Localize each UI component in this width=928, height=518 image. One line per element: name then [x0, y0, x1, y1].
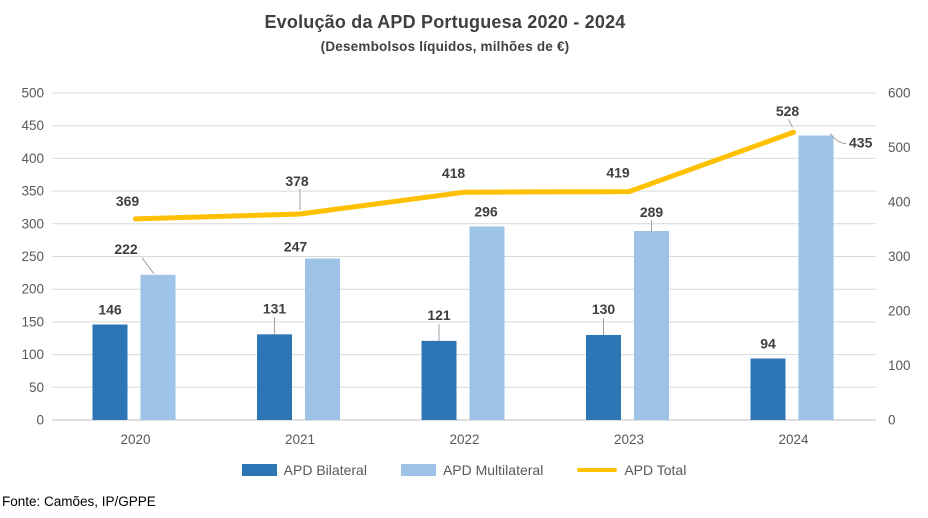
svg-text:150: 150 [21, 314, 44, 329]
svg-text:419: 419 [606, 165, 630, 181]
svg-text:247: 247 [284, 238, 308, 254]
multilateral-swatch-icon [400, 464, 436, 476]
svg-text:200: 200 [888, 304, 911, 319]
legend-item-bilateral: APD Bilateral [241, 462, 367, 478]
svg-text:500: 500 [888, 140, 911, 155]
svg-text:289: 289 [640, 204, 664, 220]
svg-text:100: 100 [21, 347, 44, 362]
svg-text:2024: 2024 [778, 432, 809, 447]
svg-text:300: 300 [888, 249, 911, 264]
svg-text:528: 528 [776, 103, 800, 119]
svg-text:130: 130 [592, 301, 616, 317]
bilateral-swatch-icon [241, 464, 277, 476]
svg-text:418: 418 [442, 165, 466, 181]
chart-subtitle: (Desembolsos líquidos, milhões de €) [320, 39, 570, 54]
source-note: Fonte: Camões, IP/GPPE [2, 494, 156, 509]
svg-text:2021: 2021 [285, 432, 315, 447]
svg-text:50: 50 [29, 380, 44, 395]
chart-title: Evolução da APD Portuguesa 2020 - 2024 [264, 12, 626, 32]
svg-text:600: 600 [888, 86, 911, 101]
svg-text:400: 400 [888, 195, 911, 210]
svg-text:0: 0 [888, 413, 896, 428]
svg-text:2022: 2022 [449, 432, 479, 447]
svg-text:350: 350 [21, 184, 44, 199]
svg-text:100: 100 [888, 358, 911, 373]
svg-text:131: 131 [263, 300, 287, 316]
chart-header: Evolução da APD Portuguesa 2020 - 2024 (… [0, 12, 890, 54]
svg-text:296: 296 [474, 203, 498, 219]
svg-text:250: 250 [21, 249, 44, 264]
svg-text:2020: 2020 [120, 432, 150, 447]
legend-item-total: APD Total [577, 462, 686, 478]
total-line-swatch-icon [577, 468, 618, 472]
svg-text:450: 450 [21, 118, 44, 133]
svg-text:369: 369 [116, 193, 140, 209]
svg-text:0: 0 [36, 413, 44, 428]
chart-plot-area: 0 50 100 150 200 250 300 350 400 450 500 0 100 200 300… [21, 86, 911, 448]
svg-text:500: 500 [21, 86, 44, 101]
svg-text:300: 300 [21, 216, 44, 231]
svg-text:378: 378 [285, 173, 309, 189]
svg-text:222: 222 [114, 241, 138, 257]
svg-text:94: 94 [760, 336, 776, 352]
svg-text:121: 121 [427, 307, 451, 323]
legend-label: APD Total [624, 462, 687, 478]
legend-item-multilateral: APD Multilateral [400, 462, 544, 478]
svg-text:200: 200 [21, 282, 44, 297]
legend-label: APD Multilateral [442, 462, 544, 478]
svg-text:435: 435 [849, 135, 873, 151]
svg-text:400: 400 [21, 151, 44, 166]
svg-text:2023: 2023 [614, 432, 644, 447]
chart-legend: APD Bilateral APD Multilateral APD Total [0, 462, 928, 478]
legend-label: APD Bilateral [283, 462, 367, 478]
svg-text:146: 146 [98, 302, 122, 318]
